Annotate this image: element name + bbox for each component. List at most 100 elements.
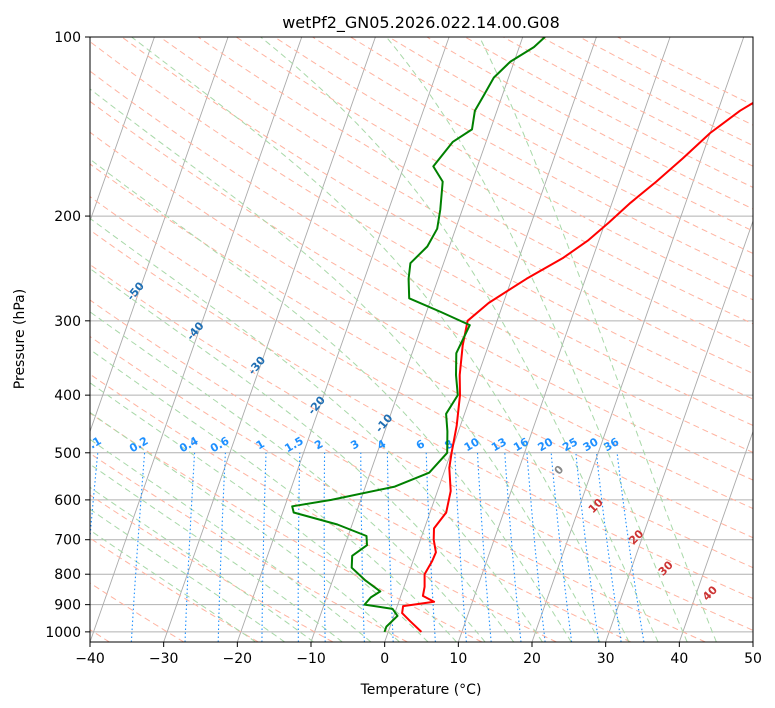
dry-adiabat-line	[90, 373, 557, 642]
dry-adiabat-line	[426, 37, 753, 210]
moist-adiabat-line	[90, 463, 343, 642]
y-tick-label: 100	[54, 30, 81, 46]
mixing-ratio-label: 13	[489, 435, 509, 454]
isotherm-line	[0, 37, 7, 642]
moist-adiabat-line	[131, 37, 630, 642]
moist-adiabat-line	[90, 382, 429, 642]
mixing-ratio-label: 0.4	[177, 434, 201, 455]
mixing-ratio-line	[504, 452, 522, 642]
isotherm-line	[90, 37, 229, 433]
moist-adiabat-line	[90, 411, 400, 642]
isotherm-label: -40	[184, 319, 207, 343]
moist-adiabat-line	[90, 158, 572, 642]
mixing-ratio-label: 10	[462, 435, 482, 454]
mixing-ratio-label: 0.2	[127, 434, 150, 455]
line-labels: 0.10.20.40.611.52346810131620253036-100-…	[11, 182, 720, 603]
dry-adiabat-line	[312, 37, 753, 277]
dry-adiabat-line	[90, 131, 753, 510]
mixing-ratio-label: 4	[375, 437, 388, 452]
mixing-ratio-label: 0.1	[80, 434, 103, 455]
moist-adiabat-line	[90, 311, 486, 642]
isotherm-label: -60	[67, 232, 90, 256]
x-tick-label: −30	[149, 651, 179, 667]
dry-adiabat-line	[159, 37, 753, 374]
isotherm-line	[384, 37, 597, 642]
y-axis-label: Pressure (hPa)	[12, 289, 28, 389]
mixing-ratio-line	[526, 452, 546, 642]
theta-w-label: 0	[552, 463, 567, 478]
isotherm-line	[236, 37, 450, 642]
isotherm-line	[678, 430, 753, 642]
moist-adiabat-line	[90, 88, 601, 642]
mixing-ratio-label: 2	[312, 437, 325, 452]
x-tick-label: −20	[223, 651, 253, 667]
isotherm-label: -20	[305, 393, 328, 417]
x-tick-label: 50	[744, 651, 762, 667]
x-tick-label: 10	[449, 651, 467, 667]
isotherm-line	[90, 37, 155, 223]
background-lines	[0, 37, 753, 642]
x-tick-label: −40	[75, 651, 105, 667]
mixing-ratio-line	[476, 452, 492, 642]
isotherm-line	[310, 37, 524, 642]
mixing-ratio-line	[454, 452, 467, 642]
moist-adiabat-line	[90, 348, 457, 642]
moist-adiabat-line	[385, 37, 688, 642]
mixing-ratio-line	[90, 452, 99, 543]
y-tick-label: 300	[54, 314, 81, 330]
mixing-ratio-label: 6	[414, 437, 427, 452]
dry-adiabat-line	[274, 37, 753, 301]
dry-adiabat-line	[541, 37, 753, 147]
theta-w-label: 20	[626, 527, 646, 547]
dry-adiabat-line	[617, 37, 753, 106]
mixing-ratio-line	[386, 452, 394, 642]
mixing-ratio-line	[595, 452, 622, 642]
dry-adiabat-line	[579, 37, 753, 126]
dry-adiabat-line	[90, 229, 753, 600]
dry-adiabat-line	[90, 70, 753, 453]
dry-adiabat-line	[90, 299, 706, 642]
isotherm-label: -50	[124, 279, 147, 303]
dry-adiabat-line	[90, 494, 334, 642]
dewpoint-profile	[291, 37, 546, 633]
isotherm-line	[605, 219, 753, 642]
y-tick-label: 700	[54, 533, 81, 549]
dry-adiabat-line	[502, 37, 753, 167]
dry-adiabat-line	[90, 263, 753, 631]
mixing-ratio-line	[323, 452, 326, 642]
dry-adiabat-line	[90, 335, 632, 642]
mixing-ratio-line	[297, 452, 301, 642]
isotherm-line	[163, 37, 376, 642]
mixing-ratio-line	[261, 452, 267, 642]
moist-adiabat-line	[90, 508, 285, 642]
dry-adiabat-line	[90, 196, 753, 569]
isotherm-label: -70	[11, 182, 34, 206]
dry-adiabat-line	[90, 452, 408, 642]
isotherm-line	[90, 37, 303, 642]
y-axis: 100 200 300 400 500 600 700 800 900 1000	[45, 30, 90, 641]
y-tick-label: 500	[54, 446, 81, 462]
dry-adiabat-line	[90, 163, 753, 539]
mixing-ratio-label: 0.6	[208, 434, 232, 455]
profile-series	[291, 37, 753, 633]
dry-adiabat-line	[121, 37, 753, 400]
mixing-ratio-label: 3	[348, 437, 361, 452]
x-tick-label: −10	[296, 651, 326, 667]
isotherm-label: -30	[246, 354, 269, 378]
dry-adiabat-line	[197, 37, 753, 349]
dry-adiabat-line	[235, 37, 753, 325]
mixing-ratio-label: 30	[581, 435, 601, 454]
chart-title: wetPf2_GN05.2026.022.14.00.G08	[282, 13, 560, 33]
theta-w-label: 40	[700, 583, 720, 603]
x-tick-label: 20	[523, 651, 541, 667]
isotherm-line	[752, 640, 753, 642]
dry-adiabat-line	[90, 41, 753, 427]
moist-adiabat-line	[479, 37, 717, 642]
moist-adiabat-line	[260, 37, 659, 642]
moist-adiabat-line	[90, 217, 543, 642]
x-tick-label: 40	[670, 651, 688, 667]
temperature-profile	[401, 101, 753, 633]
mixing-ratio-label: 20	[536, 435, 556, 454]
y-tick-label: 900	[54, 598, 81, 614]
